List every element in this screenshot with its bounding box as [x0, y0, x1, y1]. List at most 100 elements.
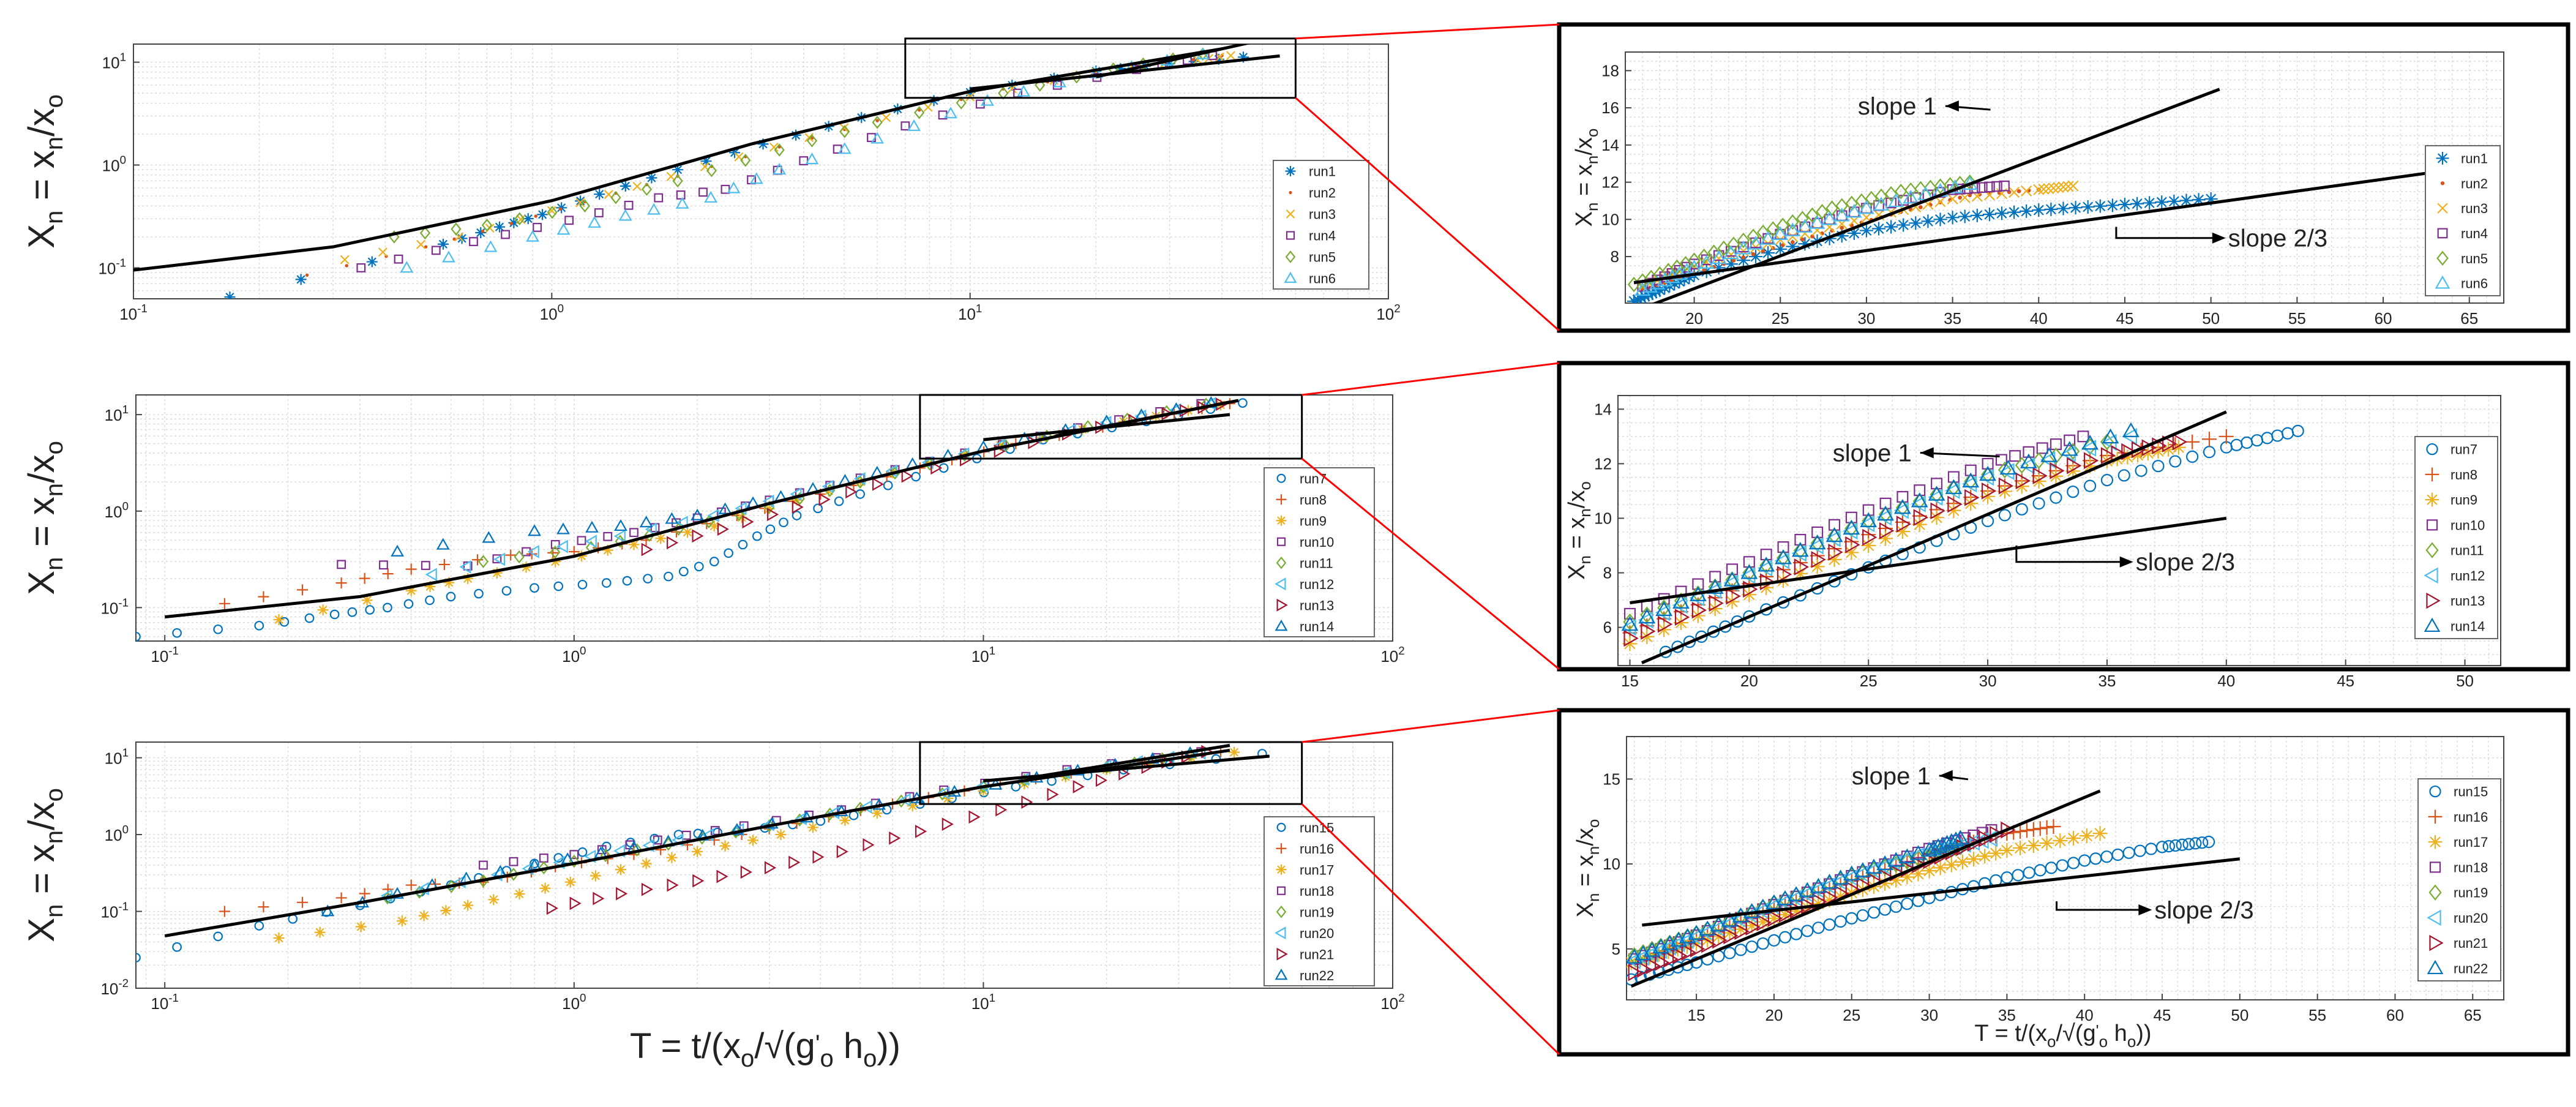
point-run7	[446, 591, 456, 602]
point-run6	[981, 94, 994, 106]
point-run13	[2172, 433, 2188, 451]
zoom-link-top	[1301, 362, 1560, 396]
point-run17	[590, 870, 601, 882]
point-run6	[773, 162, 787, 175]
point-run1	[1773, 242, 1788, 256]
x-tick-label: 20	[1765, 1006, 1783, 1024]
series-run14	[1621, 422, 2140, 631]
point-run4	[654, 193, 664, 203]
point-run17	[1811, 896, 1826, 912]
point-run22	[1743, 902, 1761, 918]
point-run11	[2032, 452, 2046, 470]
point-run17	[1778, 907, 1793, 922]
point-run11	[1000, 439, 1011, 452]
point-run13	[959, 453, 972, 467]
point-run4	[394, 254, 403, 264]
point-run19	[600, 849, 611, 863]
point-run21	[1073, 779, 1085, 794]
point-run6	[1873, 197, 1889, 211]
point-run17	[807, 822, 818, 833]
legend-label: run13	[2451, 593, 2485, 609]
point-run5	[1924, 179, 1937, 196]
chart-main1: 10-1 100 101 10210-1100101run1run2run3run4r…	[21, 37, 1401, 323]
point-run17	[2079, 828, 2094, 844]
point-run16	[359, 888, 370, 899]
point-run17	[1744, 918, 1759, 933]
legend-item-run1: run1	[2436, 151, 2488, 166]
point-run1	[2020, 204, 2034, 218]
point-run17	[564, 876, 576, 888]
point-run12	[493, 552, 506, 566]
point-run17	[462, 899, 474, 911]
point-run9	[823, 485, 834, 497]
point-run15	[172, 942, 182, 952]
point-run1	[1653, 283, 1667, 297]
point-run15	[1801, 925, 1814, 937]
point-run3	[575, 198, 585, 208]
point-run22	[321, 904, 335, 917]
point-run9	[317, 604, 329, 616]
x-tick-label: 25	[1843, 1006, 1860, 1024]
point-run5	[1934, 178, 1947, 194]
legend-marker	[2428, 809, 2443, 824]
point-run12	[556, 539, 568, 554]
point-run22	[1865, 858, 1882, 874]
annotation-slope-1: slope 1	[1852, 763, 1931, 790]
point-run16	[2032, 821, 2048, 836]
legend-marker	[2424, 567, 2438, 584]
point-run15	[1790, 928, 1803, 940]
point-run10	[1623, 607, 1636, 620]
point-run22	[1710, 916, 1728, 931]
point-run4	[1984, 181, 1995, 193]
point-run3	[965, 92, 975, 102]
point-run2	[875, 119, 879, 122]
point-run9	[1707, 601, 1723, 617]
point-run15	[1745, 940, 1758, 953]
point-run6	[1089, 66, 1103, 78]
legend-marker	[1286, 231, 1295, 240]
point-run1	[1627, 294, 1641, 303]
zoom-box	[919, 741, 1303, 805]
legend-marker	[2425, 542, 2439, 558]
point-run15	[1671, 961, 1684, 974]
point-run7	[709, 557, 719, 567]
legend-marker	[1276, 822, 1286, 832]
point-run3	[632, 181, 642, 191]
point-run14	[2122, 422, 2140, 438]
point-run17	[1999, 842, 2015, 858]
point-run1	[2056, 201, 2070, 216]
point-run15	[1845, 912, 1858, 925]
point-run15	[1767, 934, 1781, 947]
point-run21	[1967, 835, 1983, 852]
legend-marker	[1285, 165, 1296, 177]
legend-item-run15: run15	[1276, 820, 1334, 835]
point-run13	[1658, 615, 1673, 633]
legend-box	[2417, 778, 2501, 981]
point-run17	[396, 915, 408, 927]
point-run14	[1621, 615, 1639, 631]
point-run14	[585, 520, 599, 533]
point-run9	[1674, 615, 1688, 630]
point-run3	[2033, 184, 2045, 195]
point-run7	[1683, 636, 1696, 648]
data-layer	[136, 396, 1248, 641]
point-run4	[431, 246, 441, 255]
point-run4	[721, 184, 730, 194]
point-run6	[749, 172, 763, 184]
point-run17	[1833, 889, 1848, 904]
point-run1	[1872, 222, 1886, 236]
point-run16	[2039, 820, 2054, 835]
legend-marker	[2427, 909, 2441, 926]
point-run1	[1884, 220, 1898, 234]
point-run9	[443, 577, 455, 588]
point-run6	[618, 209, 632, 221]
point-run17	[1722, 925, 1737, 940]
point-run1	[672, 164, 684, 176]
point-run12	[2081, 440, 2097, 457]
point-run6	[675, 197, 689, 209]
point-run13	[767, 508, 779, 522]
x-tick-label: 50	[2202, 309, 2220, 328]
point-run21	[692, 874, 705, 888]
point-run19	[896, 794, 907, 808]
point-run14	[1723, 571, 1741, 587]
